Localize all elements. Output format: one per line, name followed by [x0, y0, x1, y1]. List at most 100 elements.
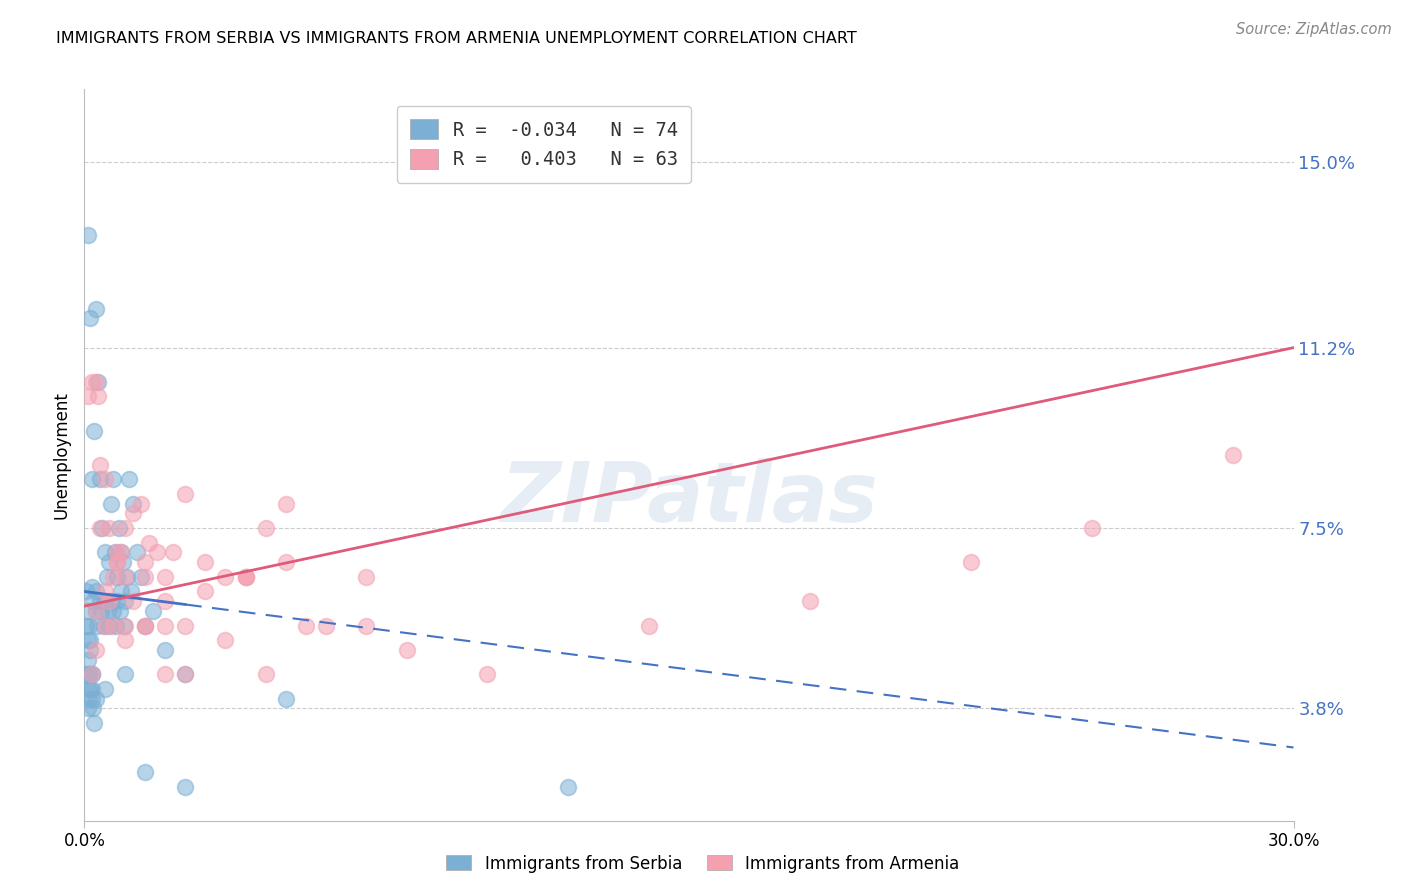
Point — [146, 545, 169, 559]
Point — [120, 584, 142, 599]
Point — [79, 643, 101, 657]
Point — [93, 584, 115, 599]
Point — [103, 604, 125, 618]
Point — [107, 521, 129, 535]
Point — [86, 301, 108, 316]
Point — [104, 545, 127, 559]
Point — [138, 535, 160, 549]
Point — [79, 681, 101, 696]
Point — [799, 594, 821, 608]
Point — [82, 375, 104, 389]
Point — [254, 521, 277, 535]
Point — [274, 555, 297, 569]
Point — [174, 780, 197, 794]
Text: ZIPatlas: ZIPatlas — [501, 458, 877, 540]
Point — [105, 545, 128, 559]
Point — [153, 594, 176, 608]
Legend: R =  -0.034   N = 74, R =   0.403   N = 63: R = -0.034 N = 74, R = 0.403 N = 63 — [396, 106, 690, 183]
Point — [91, 521, 114, 535]
Point — [254, 667, 277, 681]
Point — [83, 716, 105, 731]
Point — [89, 458, 111, 472]
Point — [77, 701, 100, 715]
Point — [174, 487, 197, 501]
Point — [110, 545, 132, 559]
Point — [134, 555, 156, 569]
Point — [162, 545, 184, 559]
Point — [110, 584, 132, 599]
Point — [194, 584, 217, 599]
Point — [557, 780, 579, 794]
Legend: Immigrants from Serbia, Immigrants from Armenia: Immigrants from Serbia, Immigrants from … — [440, 848, 966, 880]
Point — [121, 507, 143, 521]
Point — [637, 618, 659, 632]
Point — [97, 604, 120, 618]
Point — [82, 667, 104, 681]
Point — [82, 691, 104, 706]
Point — [80, 580, 103, 594]
Point — [153, 667, 176, 681]
Point — [129, 570, 152, 584]
Point — [86, 691, 108, 706]
Point — [93, 618, 115, 632]
Point — [86, 375, 108, 389]
Point — [115, 570, 138, 584]
Y-axis label: Unemployment: Unemployment — [52, 391, 70, 519]
Point — [87, 375, 110, 389]
Point — [153, 570, 176, 584]
Point — [77, 691, 100, 706]
Point — [107, 594, 129, 608]
Point — [93, 618, 115, 632]
Point — [80, 667, 103, 681]
Point — [89, 472, 111, 486]
Point — [114, 570, 136, 584]
Point — [129, 497, 152, 511]
Point — [75, 667, 97, 681]
Point — [98, 618, 121, 632]
Point — [114, 633, 136, 648]
Point — [75, 584, 97, 599]
Point — [114, 521, 136, 535]
Point — [214, 570, 236, 584]
Point — [114, 618, 136, 632]
Point — [153, 618, 176, 632]
Point — [118, 472, 141, 486]
Point — [101, 472, 124, 486]
Point — [395, 643, 418, 657]
Point — [134, 618, 156, 632]
Point — [75, 618, 97, 632]
Point — [93, 545, 115, 559]
Point — [295, 618, 318, 632]
Point — [235, 570, 257, 584]
Point — [77, 618, 100, 632]
Point — [134, 618, 156, 632]
Point — [315, 618, 337, 632]
Point — [93, 681, 115, 696]
Point — [77, 389, 100, 403]
Point — [89, 521, 111, 535]
Point — [76, 681, 98, 696]
Point — [94, 594, 117, 608]
Point — [86, 584, 108, 599]
Point — [274, 497, 297, 511]
Point — [274, 691, 297, 706]
Point — [235, 570, 257, 584]
Point — [121, 497, 143, 511]
Point — [100, 497, 122, 511]
Point — [174, 667, 197, 681]
Point — [214, 633, 236, 648]
Point — [100, 594, 122, 608]
Point — [93, 472, 115, 486]
Point — [90, 604, 112, 618]
Point — [79, 633, 101, 648]
Point — [111, 555, 134, 569]
Point — [83, 424, 105, 438]
Point — [82, 472, 104, 486]
Point — [121, 594, 143, 608]
Point — [84, 604, 107, 618]
Point — [79, 311, 101, 326]
Point — [134, 570, 156, 584]
Point — [125, 545, 148, 559]
Point — [97, 594, 120, 608]
Point — [142, 604, 165, 618]
